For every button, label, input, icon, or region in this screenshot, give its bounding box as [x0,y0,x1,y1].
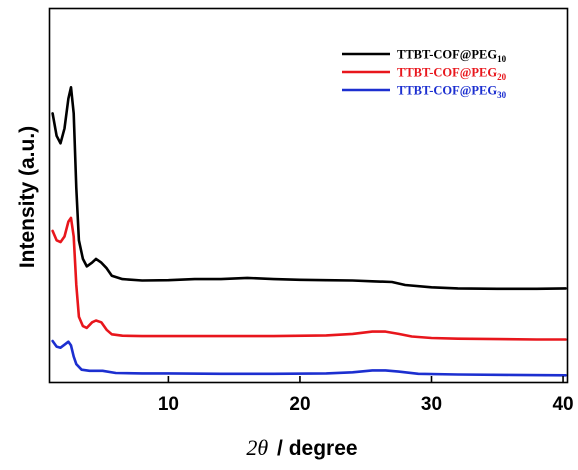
x-tick-label: 10 [158,394,179,415]
legend-label-peg10: TTBT-COF@PEG10 [397,48,507,65]
x-axis-label: 2θ / degree [246,435,357,460]
plot-frame [48,7,569,384]
x-tick-label: 40 [552,394,573,415]
legend-label-subscript: 20 [497,72,507,82]
legend: TTBT-COF@PEG10TTBT-COF@PEG20TTBT-COF@PEG… [342,48,507,101]
x-tick-label: 20 [289,394,310,415]
x-axis-label-unit: / degree [277,437,358,460]
y-axis-label: Intensity (a.u.) [16,126,39,268]
series-line-peg20 [51,216,567,341]
legend-label-peg20: TTBT-COF@PEG20 [397,66,507,83]
legend-label-base: TTBT-COF@PEG [397,48,497,62]
series-line-peg30 [51,339,567,377]
x-tick-label: 30 [421,394,442,415]
x-axis: 10 20 30 40 [158,376,574,415]
legend-label-peg30: TTBT-COF@PEG30 [397,84,507,101]
legend-label-base: TTBT-COF@PEG [397,66,497,80]
legend-label-subscript: 30 [497,90,507,100]
series-layer [51,86,567,377]
legend-label-subscript: 10 [497,54,507,64]
x-axis-label-symbol: 2θ [246,435,268,460]
legend-label-base: TTBT-COF@PEG [397,84,497,98]
series-line-peg10 [51,86,567,291]
